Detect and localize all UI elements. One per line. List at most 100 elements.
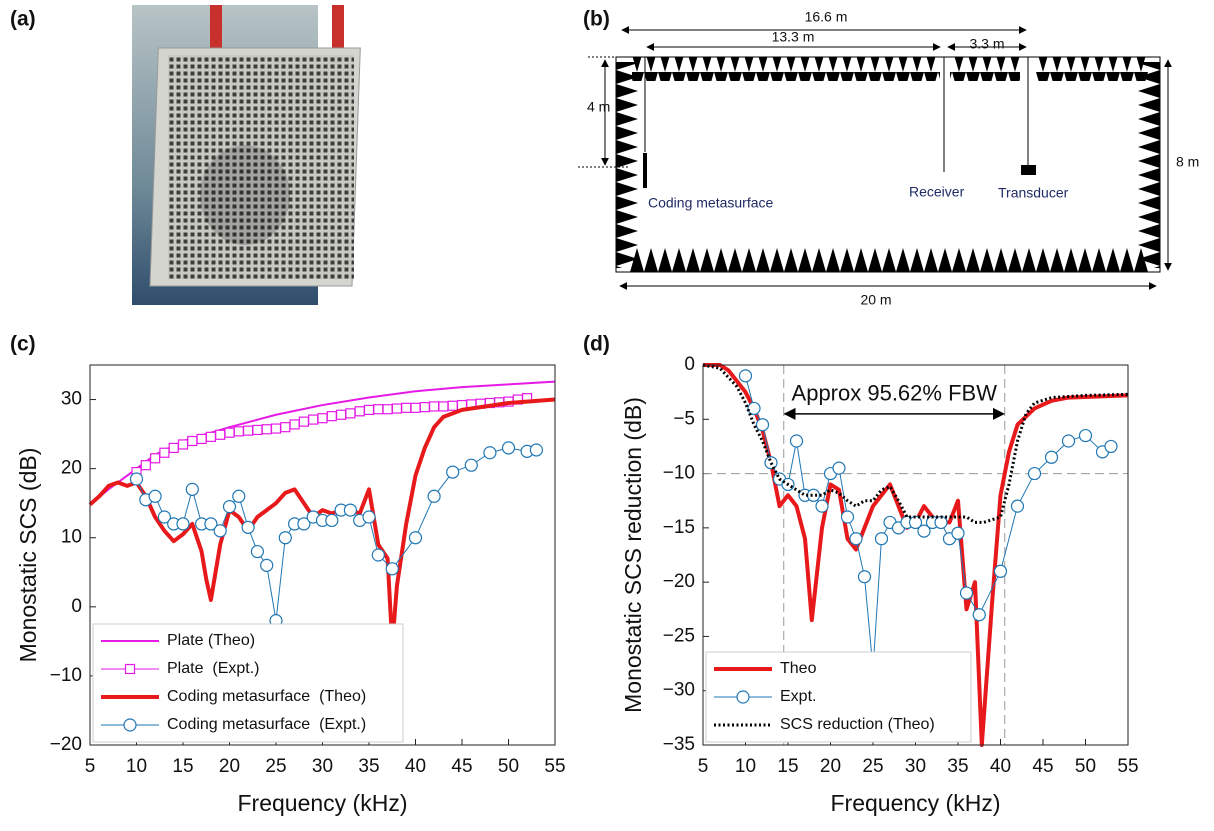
marker (222, 500, 237, 514)
marker (123, 718, 137, 732)
marker (224, 427, 235, 438)
x-tick-label: 10 (126, 756, 147, 777)
marker (157, 510, 171, 524)
y-tick-label: 0 (71, 596, 82, 617)
marker (297, 517, 311, 531)
marker (832, 461, 846, 475)
x-tick-label: 50 (498, 756, 519, 777)
marker (764, 456, 778, 470)
marker (196, 433, 207, 445)
x-tick-label: 35 (947, 756, 968, 777)
x-axis-label: Frequency (kHz) (238, 790, 408, 816)
marker (336, 409, 347, 420)
marker (438, 401, 449, 412)
marker (972, 608, 986, 622)
marker (738, 369, 753, 383)
marker (993, 564, 1008, 578)
marker (408, 531, 423, 545)
marker (483, 446, 497, 460)
x-tick-label: 30 (905, 756, 926, 777)
marker (501, 441, 516, 455)
marker (232, 489, 246, 503)
x-tick-label: 45 (1032, 756, 1053, 777)
x-tick-label: 55 (544, 756, 565, 777)
marker (177, 439, 189, 450)
y-tick-label: 20 (61, 458, 82, 479)
x-tick-label: 20 (820, 756, 841, 777)
marker (849, 532, 863, 546)
marker (233, 426, 244, 437)
marker (205, 431, 216, 442)
marker (747, 401, 761, 416)
marker (343, 503, 357, 517)
component-label: Receiver (909, 184, 965, 200)
marker (260, 558, 274, 572)
y-tick-label: −10 (50, 665, 82, 686)
legend-label: SCS reduction (Theo) (780, 716, 935, 733)
marker (917, 524, 931, 538)
marker (362, 510, 376, 524)
panel-label: (a) (10, 8, 36, 31)
x-tick-label: 35 (358, 756, 379, 777)
y-tick-label: 30 (61, 389, 82, 410)
x-tick-label: 45 (451, 756, 472, 777)
marker (325, 513, 339, 528)
marker (1010, 499, 1025, 513)
panel-label: (b) (583, 8, 610, 31)
x-tick-label: 50 (1075, 756, 1096, 777)
marker (391, 403, 402, 414)
marker (168, 442, 179, 454)
marker (806, 488, 821, 502)
marker (464, 458, 478, 472)
legend-label: Expt. (780, 688, 816, 705)
y-tick-label: 10 (61, 527, 82, 548)
marker (129, 472, 144, 486)
y-tick-label: −30 (663, 680, 695, 701)
marker (204, 517, 218, 531)
dimension-label: 13.3 m (772, 29, 815, 45)
marker (280, 422, 291, 433)
marker (401, 402, 412, 413)
y-tick-label: −5 (673, 408, 695, 429)
x-tick-label: 10 (735, 756, 756, 777)
dimension-label: 8 m (1176, 154, 1199, 170)
x-tick-label: 20 (219, 756, 240, 777)
annotation-text: Approx 95.62% FBW (792, 381, 998, 406)
marker (385, 562, 399, 576)
marker (815, 499, 829, 513)
dimension-label: 20 m (860, 292, 891, 308)
tank-diagram: 16.6 m 13.3 m 3.3 m 4 m 8 m 20 m Coding … (578, 9, 1199, 308)
x-tick-label: 15 (172, 756, 193, 777)
marker (176, 517, 190, 531)
marker (243, 425, 254, 436)
marker (427, 489, 441, 503)
marker (298, 416, 309, 427)
marker (840, 510, 855, 524)
series-line (702, 363, 1129, 524)
axes-frame (89, 364, 556, 746)
x-tick-label: 40 (405, 756, 426, 777)
y-axis-label: Monostatic SCS (dB) (15, 448, 41, 663)
marker (140, 460, 151, 471)
x-tick-label: 15 (777, 756, 798, 777)
legend-box (92, 623, 404, 743)
marker (150, 453, 161, 464)
marker (382, 404, 393, 415)
marker (215, 429, 226, 440)
marker (308, 414, 319, 425)
marker (213, 524, 227, 538)
marker (959, 586, 974, 600)
marker (410, 402, 421, 413)
legend-label: Coding metasurface (Expt.) (167, 716, 366, 733)
x-tick-label: 55 (1117, 756, 1138, 777)
axes-frame (702, 364, 1129, 746)
legend-label: Coding metasurface (Theo) (167, 688, 366, 705)
marker (1061, 434, 1076, 448)
marker (429, 401, 440, 412)
x-axis-label: Frequency (kHz) (831, 790, 1001, 816)
series-line (88, 397, 556, 647)
marker (270, 423, 282, 434)
marker (250, 544, 264, 559)
y-tick-label: −20 (663, 571, 695, 592)
